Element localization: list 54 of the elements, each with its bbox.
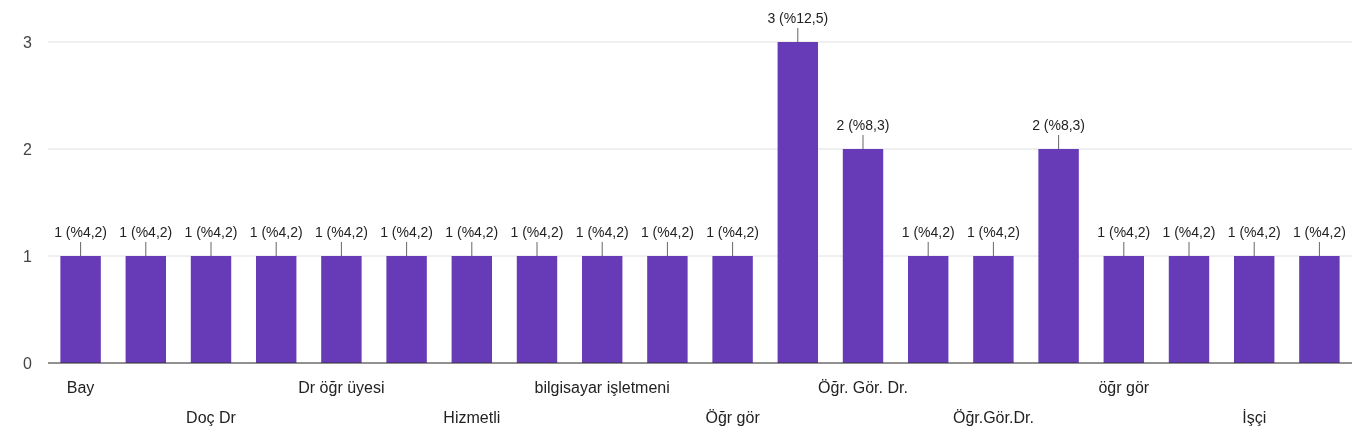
data-label: 2 (%8,3): [836, 117, 890, 133]
bar: [190, 256, 232, 363]
data-label: 1 (%4,2): [314, 224, 368, 240]
data-label: 1 (%4,2): [510, 224, 564, 240]
x-tick-label: Öğr. Gör. Dr.: [818, 379, 908, 396]
bar: [777, 42, 819, 363]
data-label: 1 (%4,2): [1097, 224, 1151, 240]
data-label: 1 (%4,2): [706, 224, 760, 240]
bar: [842, 149, 884, 363]
data-label: 1 (%4,2): [901, 224, 955, 240]
y-tick-label: 3: [23, 33, 33, 51]
data-label: 1 (%4,2): [54, 224, 108, 240]
data-label: 3 (%12,5): [767, 10, 829, 26]
bar: [321, 256, 362, 363]
bar: [1233, 256, 1275, 363]
bar: [125, 256, 167, 363]
data-label: 2 (%8,3): [1032, 117, 1086, 133]
x-tick-label: İşçi: [1242, 408, 1267, 426]
x-tick-label: Öğr gör: [705, 409, 761, 426]
x-tick-label: bilgisayar işletmeni: [534, 379, 670, 396]
data-label: 1 (%4,2): [380, 224, 434, 240]
bar: [60, 256, 101, 363]
x-tick-label: Bay: [66, 379, 95, 396]
bar: [712, 256, 753, 363]
bar: [1299, 256, 1340, 363]
x-tick-label: Hizmetli: [443, 409, 501, 426]
bar: [647, 256, 688, 363]
data-label: 1 (%4,2): [966, 224, 1020, 240]
data-label: 1 (%4,2): [184, 224, 238, 240]
bar: [973, 256, 1014, 363]
bar: [581, 256, 623, 363]
data-label: 1 (%4,2): [1227, 224, 1281, 240]
bar: [1103, 256, 1145, 363]
x-tick-label: öğr gör: [1098, 379, 1150, 396]
bar: [516, 256, 558, 363]
bar: [1038, 149, 1079, 363]
bar: [386, 256, 427, 363]
x-tick-label: Doç Dr: [186, 409, 237, 426]
data-label: 1 (%4,2): [119, 224, 173, 240]
bar: [907, 256, 949, 363]
x-tick-label: Dr öğr üyesi: [298, 379, 385, 396]
bar: [451, 256, 493, 363]
y-tick-label: 0: [23, 354, 33, 372]
data-label: 1 (%4,2): [1292, 224, 1346, 240]
y-tick-label: 2: [23, 140, 33, 158]
data-label: 1 (%4,2): [249, 224, 303, 240]
data-label: 1 (%4,2): [1162, 224, 1216, 240]
data-label: 1 (%4,2): [445, 224, 499, 240]
y-tick-label: 1: [23, 247, 33, 265]
x-tick-label: Öğr.Gör.Dr.: [952, 409, 1034, 426]
data-label: 1 (%4,2): [640, 224, 694, 240]
bar: [1168, 256, 1210, 363]
data-label: 1 (%4,2): [575, 224, 629, 240]
bar: [255, 256, 297, 363]
